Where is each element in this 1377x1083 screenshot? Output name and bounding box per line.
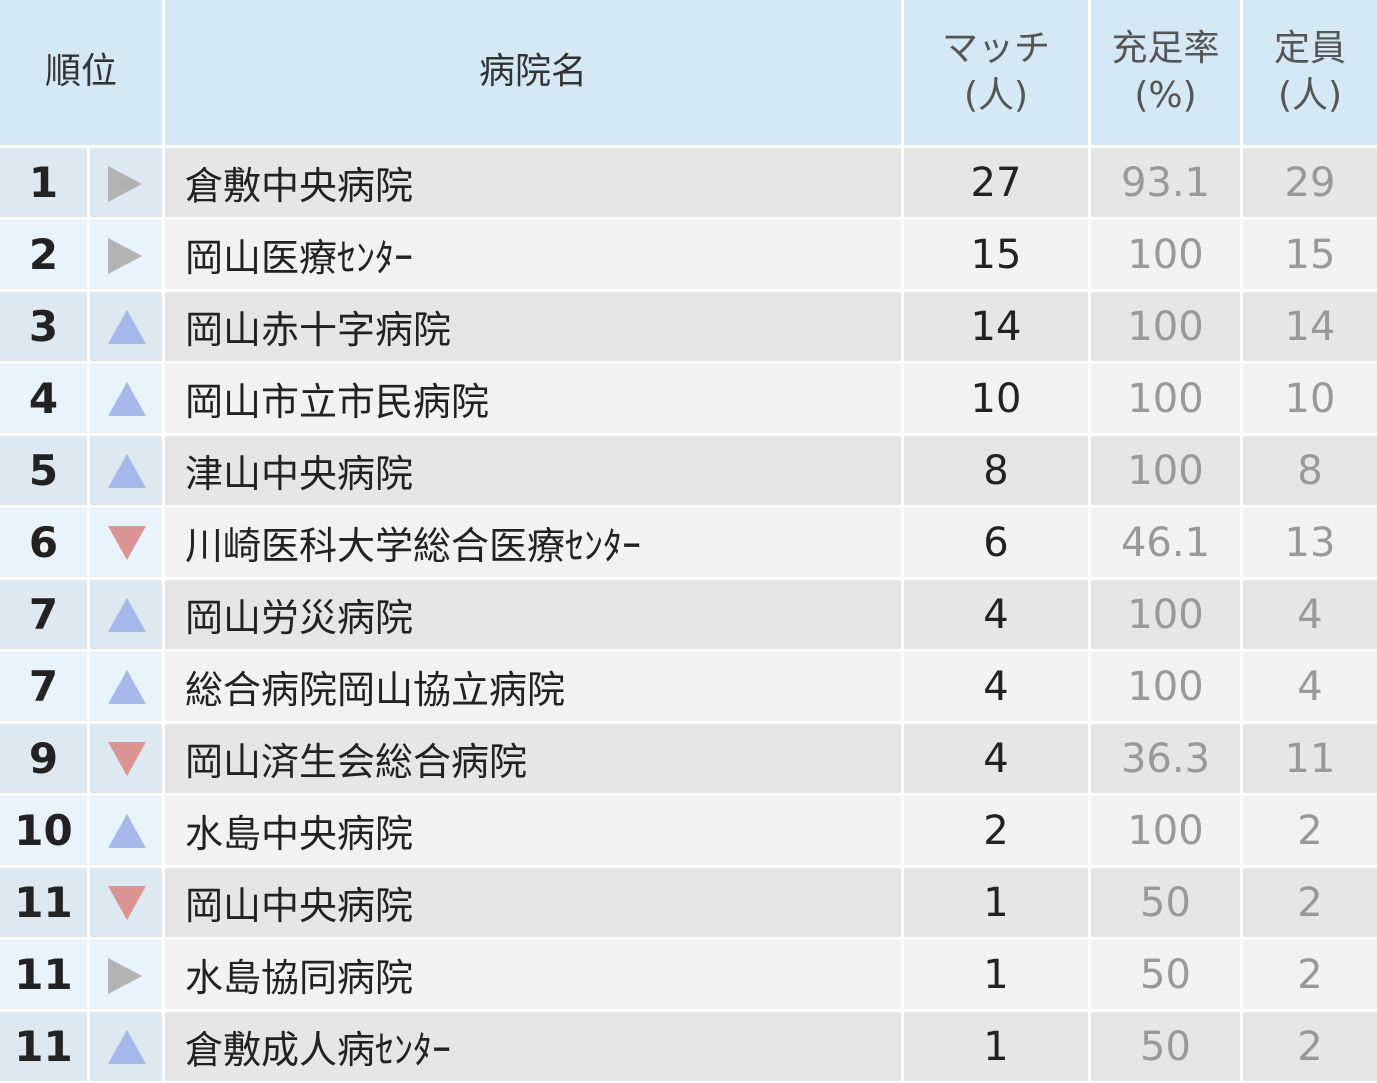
arrow-icon	[108, 309, 146, 344]
arrow-icon	[108, 165, 142, 202]
rate: 50	[1091, 1012, 1240, 1081]
rate: 93.1	[1091, 148, 1240, 217]
rate: 50	[1091, 868, 1240, 937]
hospital-name: 倉敷中央病院	[165, 148, 901, 217]
rank: 11	[0, 868, 87, 937]
capacity: 2	[1243, 940, 1377, 1009]
trend-arrow	[90, 436, 162, 505]
arrow-icon	[108, 669, 146, 704]
trend-arrow	[90, 292, 162, 361]
rate: 100	[1091, 652, 1240, 721]
rate-header: 充足率 (%)	[1091, 0, 1240, 145]
rank: 4	[0, 364, 87, 433]
arrow-icon	[108, 741, 146, 776]
capacity: 2	[1243, 796, 1377, 865]
trend-arrow	[90, 148, 162, 217]
rate: 100	[1091, 580, 1240, 649]
rank: 3	[0, 292, 87, 361]
hospital-name: 水島中央病院	[165, 796, 901, 865]
rate: 36.3	[1091, 724, 1240, 793]
rank: 7	[0, 580, 87, 649]
arrow-icon	[108, 525, 146, 560]
capacity-header: 定員 (人)	[1243, 0, 1377, 145]
rate: 100	[1091, 436, 1240, 505]
hospital-name: 岡山済生会総合病院	[165, 724, 901, 793]
capacity: 11	[1243, 724, 1377, 793]
capacity: 10	[1243, 364, 1377, 433]
hospital-name: 総合病院岡山協立病院	[165, 652, 901, 721]
rank: 10	[0, 796, 87, 865]
trend-arrow	[90, 940, 162, 1009]
rank: 5	[0, 436, 87, 505]
rank: 11	[0, 940, 87, 1009]
capacity: 2	[1243, 868, 1377, 937]
match: 14	[904, 292, 1088, 361]
match: 10	[904, 364, 1088, 433]
rate: 100	[1091, 220, 1240, 289]
hospital-name: 津山中央病院	[165, 436, 901, 505]
match: 27	[904, 148, 1088, 217]
rate: 50	[1091, 940, 1240, 1009]
trend-arrow	[90, 364, 162, 433]
name-header: 病院名	[165, 0, 901, 145]
capacity: 8	[1243, 436, 1377, 505]
hospital-name: 岡山赤十字病院	[165, 292, 901, 361]
capacity: 13	[1243, 508, 1377, 577]
arrow-icon	[108, 453, 146, 488]
match: 15	[904, 220, 1088, 289]
capacity: 14	[1243, 292, 1377, 361]
match-header: マッチ (人)	[904, 0, 1088, 145]
rate: 100	[1091, 796, 1240, 865]
trend-arrow	[90, 868, 162, 937]
arrow-icon	[108, 381, 146, 416]
hospital-name: 水島協同病院	[165, 940, 901, 1009]
rate: 100	[1091, 292, 1240, 361]
match: 1	[904, 1012, 1088, 1081]
match: 4	[904, 652, 1088, 721]
trend-arrow	[90, 1012, 162, 1081]
match: 4	[904, 580, 1088, 649]
capacity: 15	[1243, 220, 1377, 289]
arrow-icon	[108, 885, 146, 920]
trend-arrow	[90, 796, 162, 865]
rank: 7	[0, 652, 87, 721]
hospital-name: 岡山中央病院	[165, 868, 901, 937]
match: 8	[904, 436, 1088, 505]
rank: 2	[0, 220, 87, 289]
arrow-icon	[108, 237, 142, 274]
capacity: 4	[1243, 580, 1377, 649]
hospital-name: 川崎医科大学総合医療ｾﾝﾀｰ	[165, 508, 901, 577]
match: 6	[904, 508, 1088, 577]
arrow-icon	[108, 1029, 146, 1064]
rate: 46.1	[1091, 508, 1240, 577]
match: 2	[904, 796, 1088, 865]
rank: 6	[0, 508, 87, 577]
trend-arrow	[90, 652, 162, 721]
capacity: 29	[1243, 148, 1377, 217]
rank: 11	[0, 1012, 87, 1081]
capacity: 4	[1243, 652, 1377, 721]
capacity: 2	[1243, 1012, 1377, 1081]
hospital-name: 岡山医療ｾﾝﾀｰ	[165, 220, 901, 289]
trend-arrow	[90, 508, 162, 577]
arrow-icon	[108, 597, 146, 632]
rank-header: 順位	[0, 0, 162, 145]
hospital-name: 岡山市立市民病院	[165, 364, 901, 433]
arrow-icon	[108, 813, 146, 848]
arrow-icon	[108, 957, 142, 994]
hospital-name: 倉敷成人病ｾﾝﾀｰ	[165, 1012, 901, 1081]
trend-arrow	[90, 220, 162, 289]
match: 1	[904, 940, 1088, 1009]
match: 4	[904, 724, 1088, 793]
trend-arrow	[90, 724, 162, 793]
hospital-name: 岡山労災病院	[165, 580, 901, 649]
rank: 1	[0, 148, 87, 217]
rate: 100	[1091, 364, 1240, 433]
trend-arrow	[90, 580, 162, 649]
match: 1	[904, 868, 1088, 937]
rank: 9	[0, 724, 87, 793]
